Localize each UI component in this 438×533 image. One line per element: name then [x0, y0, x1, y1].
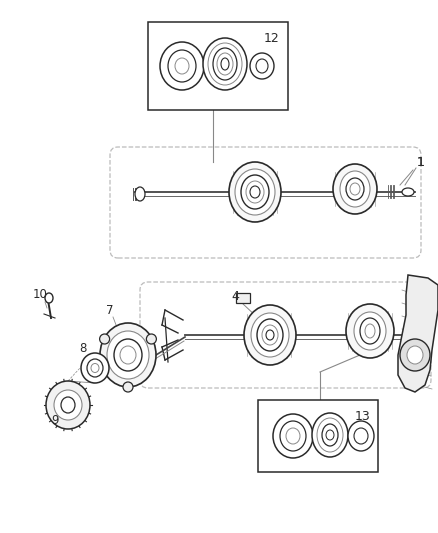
Ellipse shape — [333, 164, 377, 214]
Text: 4: 4 — [231, 290, 239, 303]
Ellipse shape — [346, 304, 394, 358]
Ellipse shape — [256, 59, 268, 73]
Ellipse shape — [365, 324, 375, 338]
Ellipse shape — [251, 313, 289, 357]
Ellipse shape — [407, 346, 423, 364]
Ellipse shape — [360, 318, 380, 344]
Ellipse shape — [266, 330, 274, 340]
Ellipse shape — [146, 334, 156, 344]
Ellipse shape — [326, 430, 334, 440]
Text: 1: 1 — [417, 157, 425, 169]
Ellipse shape — [208, 43, 242, 85]
Text: 9: 9 — [51, 414, 59, 426]
Text: 13: 13 — [355, 409, 371, 423]
Ellipse shape — [87, 359, 103, 377]
Ellipse shape — [273, 414, 313, 458]
Text: 1: 1 — [417, 157, 425, 169]
Ellipse shape — [246, 181, 264, 203]
Ellipse shape — [135, 187, 145, 201]
Ellipse shape — [203, 38, 247, 90]
Ellipse shape — [54, 390, 82, 420]
Ellipse shape — [317, 418, 343, 452]
Ellipse shape — [123, 382, 133, 392]
Ellipse shape — [107, 331, 149, 379]
Bar — [148, 22, 288, 110]
Text: 7: 7 — [106, 304, 114, 318]
Ellipse shape — [312, 413, 348, 457]
FancyBboxPatch shape — [110, 147, 421, 258]
Polygon shape — [398, 275, 438, 392]
Text: 8: 8 — [79, 342, 87, 354]
Ellipse shape — [160, 42, 204, 90]
Ellipse shape — [354, 312, 386, 350]
Ellipse shape — [81, 353, 109, 383]
Ellipse shape — [400, 339, 430, 371]
Text: 10: 10 — [32, 288, 47, 302]
Text: 12: 12 — [264, 31, 280, 44]
Ellipse shape — [229, 162, 281, 222]
Ellipse shape — [175, 58, 189, 74]
Ellipse shape — [100, 323, 156, 387]
Ellipse shape — [217, 53, 233, 75]
Bar — [258, 400, 378, 472]
Ellipse shape — [168, 50, 196, 82]
Ellipse shape — [250, 186, 260, 198]
Ellipse shape — [250, 53, 274, 79]
Ellipse shape — [61, 397, 75, 413]
Ellipse shape — [244, 305, 296, 365]
Ellipse shape — [235, 169, 275, 215]
Ellipse shape — [262, 325, 278, 345]
Ellipse shape — [340, 171, 370, 207]
Ellipse shape — [46, 381, 90, 429]
Ellipse shape — [45, 293, 53, 303]
Ellipse shape — [286, 428, 300, 444]
Ellipse shape — [99, 334, 110, 344]
Ellipse shape — [114, 339, 142, 371]
Ellipse shape — [350, 183, 360, 195]
Ellipse shape — [402, 188, 414, 196]
Ellipse shape — [213, 48, 237, 80]
Ellipse shape — [348, 421, 374, 451]
Ellipse shape — [322, 424, 338, 446]
Ellipse shape — [346, 178, 364, 200]
Ellipse shape — [91, 364, 99, 373]
Ellipse shape — [221, 58, 229, 70]
Ellipse shape — [354, 428, 368, 444]
Ellipse shape — [257, 319, 283, 351]
Ellipse shape — [120, 346, 136, 364]
FancyBboxPatch shape — [140, 282, 431, 388]
Ellipse shape — [280, 421, 306, 451]
Bar — [236, 293, 250, 303]
Ellipse shape — [241, 175, 269, 209]
